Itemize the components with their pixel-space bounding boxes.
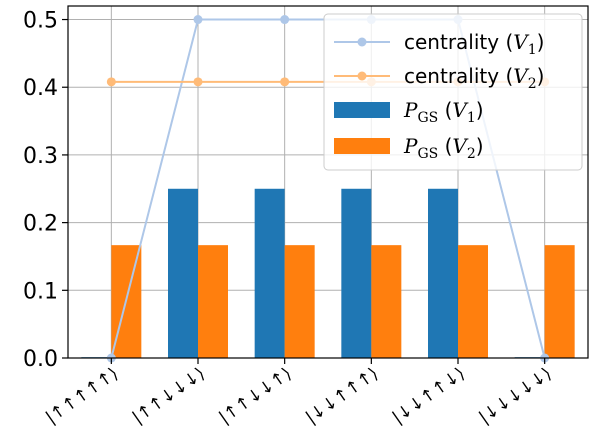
legend-label: centrality (V1) xyxy=(404,30,544,58)
y-tick-label: 0.4 xyxy=(23,76,58,101)
bar-pgs-v2 xyxy=(284,245,315,358)
y-ticks: 0.0 0.1 0.2 0.3 0.4 0.5 xyxy=(23,9,68,372)
y-tick-label: 0.2 xyxy=(23,212,58,237)
x-tick-label: |↑↑↓↓↓⟩ xyxy=(129,364,209,428)
y-tick-label: 0.3 xyxy=(23,144,58,169)
y-tick-label: 0.1 xyxy=(23,279,58,304)
x-tick-label: |↑↑↓↓↑⟩ xyxy=(216,364,296,428)
y-tick-label: 0.0 xyxy=(23,347,58,372)
point-centrality-v1 xyxy=(280,15,290,25)
bar-pgs-v2 xyxy=(198,245,228,358)
bar-pgs-v1 xyxy=(428,188,458,358)
x-tick-label: |↓↓↑↑↑⟩ xyxy=(302,364,382,428)
legend: centrality (V1) centrality (V2) PGS (V1) PG… xyxy=(323,13,583,171)
x-tick-label: |↓↓↑↑↓⟩ xyxy=(389,364,469,428)
x-tick-label: |↓↓↓↓↓⟩ xyxy=(476,364,556,428)
legend-handle-marker xyxy=(357,71,367,81)
x-ticks: |↑↑↑↑↑⟩ |↑↑↓↓↓⟩ |↑↑↓↓↑⟩ |↓↓↑↑↑⟩ |↓↓↑↑↓⟩ |↓↓↓↓… xyxy=(42,358,556,428)
bar-pgs-v1 xyxy=(341,188,372,358)
bar-pgs-v1 xyxy=(254,188,285,358)
x-tick-label: |↑↑↑↑↑⟩ xyxy=(42,364,122,428)
point-centrality-v1 xyxy=(193,15,203,25)
axes-frame xyxy=(67,5,589,359)
bar-pgs-v1 xyxy=(168,188,198,358)
legend-handle-bar xyxy=(334,138,390,154)
legend-label: centrality (V2) xyxy=(404,64,544,92)
legend-label: PGS (V1) xyxy=(403,98,484,126)
bar-pgs-v2 xyxy=(544,245,575,358)
bar-pgs-v2 xyxy=(458,245,488,358)
legend-handle-bar xyxy=(334,102,390,118)
point-centrality-v2 xyxy=(193,77,203,87)
legend-label: PGS (V2) xyxy=(403,134,484,162)
bar-pgs-v2 xyxy=(371,245,402,358)
legend-handle-marker xyxy=(357,37,367,47)
bars xyxy=(81,188,575,358)
y-tick-label: 0.5 xyxy=(23,9,58,34)
legend-box xyxy=(323,13,583,171)
axes xyxy=(67,5,589,359)
point-centrality-v2 xyxy=(106,77,116,87)
point-centrality-v2 xyxy=(280,77,290,87)
